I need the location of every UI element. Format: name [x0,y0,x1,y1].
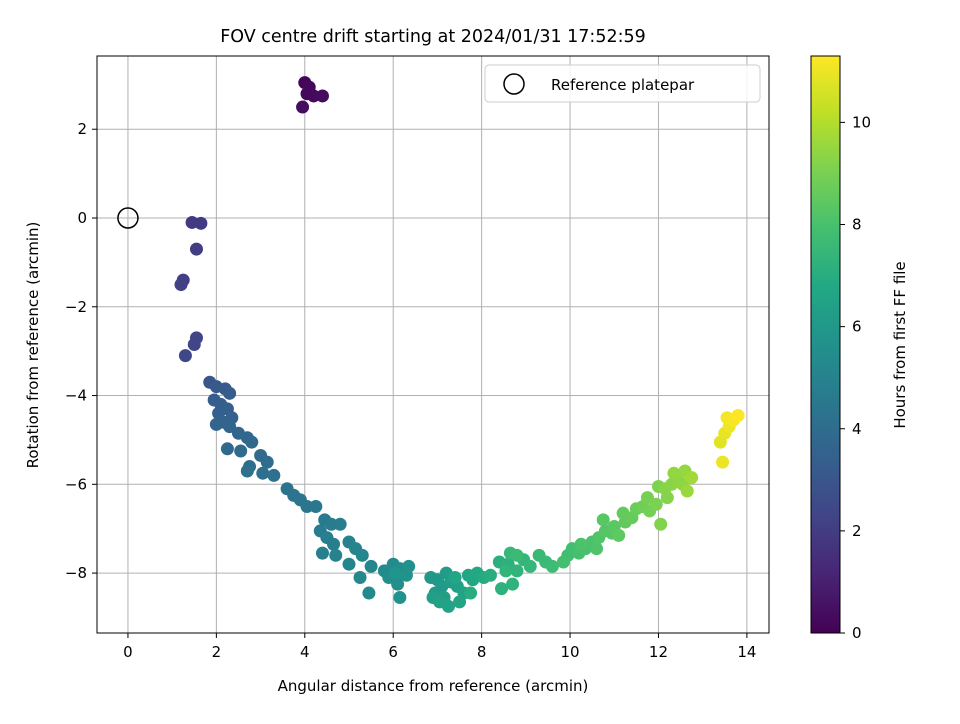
data-point [441,599,455,613]
x-tick-label: 2 [212,643,222,661]
colorbar-tick-label: 6 [852,318,862,336]
data-point [731,409,745,423]
data-point [220,442,234,456]
y-axis-ticks: −8 −6 −4 −2 0 2 [65,120,97,582]
data-point [329,548,343,562]
colorbar-ticks: 0 2 4 6 8 10 [840,113,871,642]
chart-title: FOV centre drift starting at 2024/01/31 … [220,27,646,47]
y-tick-label: 2 [77,120,87,138]
y-tick-label: −6 [65,475,87,493]
data-point [448,571,462,585]
data-point [523,559,537,573]
legend-box [484,64,761,103]
data-point [667,466,681,480]
data-point [680,484,694,498]
data-point [362,586,376,600]
data-point [556,555,570,569]
data-point [353,571,367,585]
data-point [267,468,281,482]
data-point [189,242,203,256]
colorbar: 0 2 4 6 8 10 Hours from first FF file [810,55,909,642]
x-tick-label: 12 [649,643,668,661]
colorbar-tick-label: 10 [852,113,871,131]
data-point [260,455,274,469]
data-point [685,471,699,485]
data-point [464,586,478,600]
x-axis-ticks: 0 2 4 6 8 10 12 14 [123,633,756,661]
y-tick-label: −8 [65,564,87,582]
data-point [240,464,254,478]
data-point [194,216,208,230]
data-point [296,100,310,114]
data-point [574,537,588,551]
data-point [388,566,402,580]
colorbar-gradient [810,55,841,634]
data-point [333,517,347,531]
colorbar-tick-label: 8 [852,216,862,234]
y-axis-label: Rotation from reference (arcmin) [24,222,42,469]
colorbar-label: Hours from first FF file [891,261,909,428]
data-point [596,513,610,527]
data-point [590,542,604,556]
y-tick-label: −4 [65,387,87,405]
reference-marker-group [117,207,139,229]
data-point [256,466,270,480]
data-point [495,582,509,596]
y-tick-label: 0 [77,209,87,227]
data-point [178,349,192,363]
data-point [364,559,378,573]
data-point [716,455,730,469]
plot-frame [96,55,770,634]
data-point [510,548,524,562]
data-point [453,595,467,609]
reference-platepar-marker [117,207,139,229]
data-point [209,417,223,431]
x-tick-label: 8 [477,643,487,661]
colorbar-tick-label: 4 [852,420,862,438]
legend-reference-marker-icon [503,73,525,95]
data-point [612,528,626,542]
data-point [234,444,248,458]
x-tick-label: 14 [737,643,756,661]
legend: Reference platepar [484,64,761,103]
x-tick-label: 0 [123,643,133,661]
data-point [309,500,323,514]
data-points [174,76,745,613]
colorbar-tick-label: 0 [852,624,862,642]
colorbar-tick-label: 2 [852,522,862,540]
x-tick-label: 10 [561,643,580,661]
data-point [483,568,497,582]
data-point [510,564,524,578]
data-point [355,548,369,562]
data-point [342,557,356,571]
data-point [393,590,407,604]
data-point [654,517,668,531]
data-point [649,497,663,511]
data-point [399,568,413,582]
data-point [506,577,520,591]
data-point [223,420,237,434]
x-axis-label: Angular distance from reference (arcmin) [278,677,589,695]
data-point [315,89,329,103]
x-tick-label: 6 [388,643,398,661]
data-point [640,491,654,505]
data-point [499,564,513,578]
y-tick-label: −2 [65,298,87,316]
data-point [545,559,559,573]
data-point [174,278,188,292]
data-point [327,537,341,551]
data-point [187,338,201,351]
data-point [245,435,259,449]
x-tick-label: 4 [300,643,310,661]
data-point [315,546,329,560]
data-point [223,386,237,400]
legend-label: Reference platepar [551,76,695,94]
